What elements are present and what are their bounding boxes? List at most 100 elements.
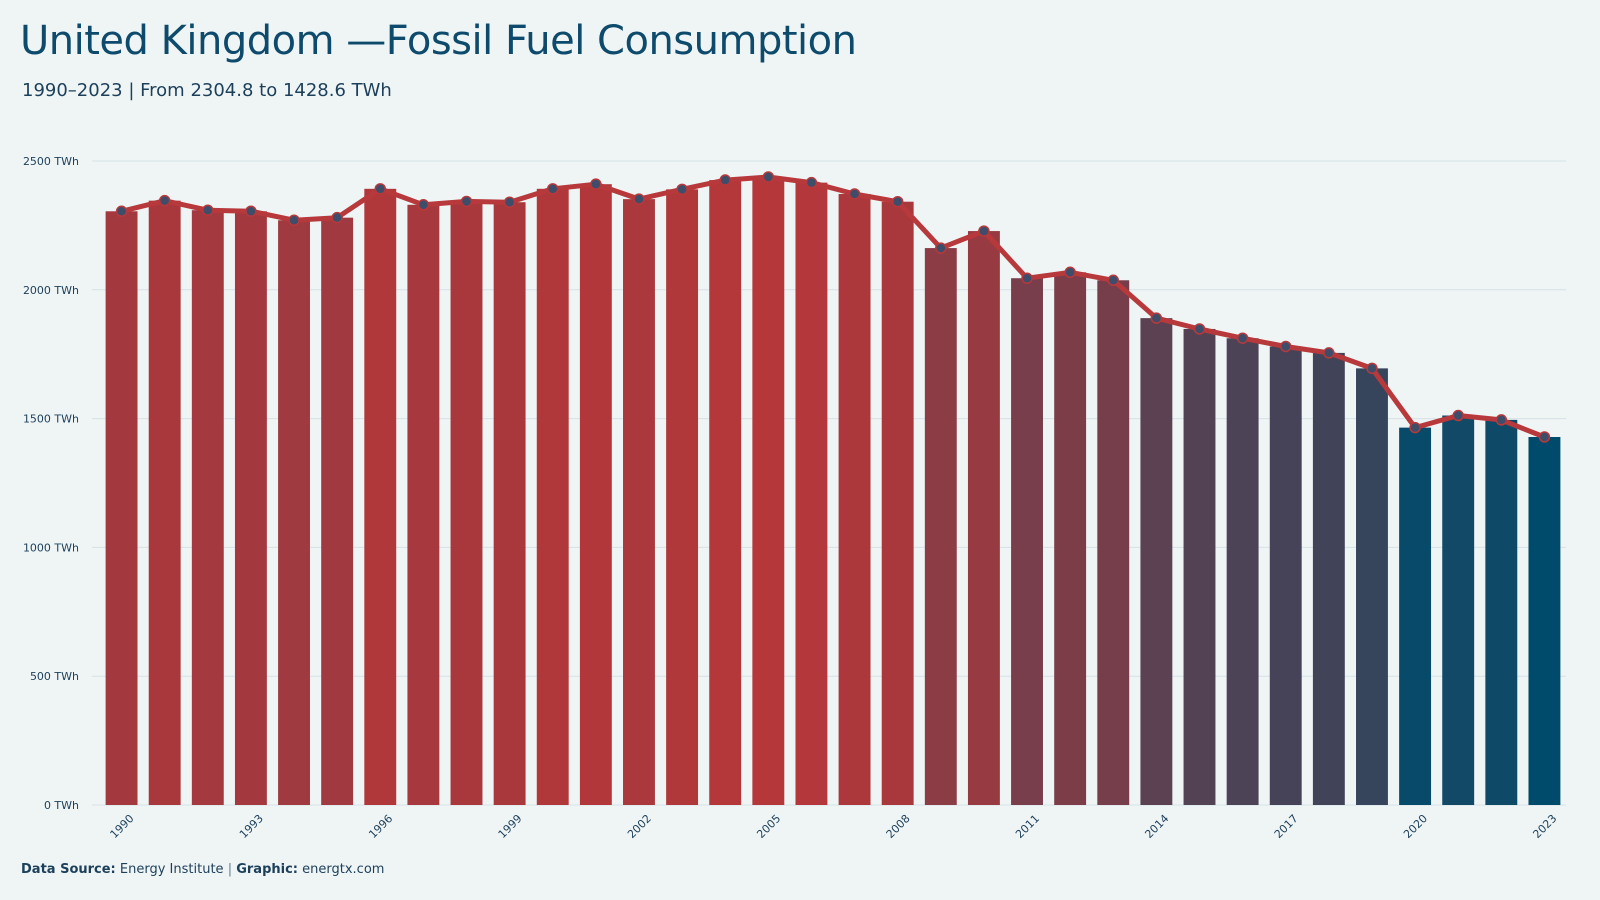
chart-title: United Kingdom —Fossil Fuel Consumption [20, 18, 857, 64]
source-value: Energy Institute [119, 862, 224, 877]
bar-2020 [1399, 427, 1432, 805]
footer: Data Source: Energy Institute | Graphic:… [21, 862, 384, 877]
point-1994 [288, 214, 300, 226]
point-1996 [374, 183, 387, 195]
x-tick-label: 2002 [625, 812, 654, 841]
bar-2018 [1312, 352, 1345, 805]
bar-1998 [450, 201, 483, 805]
x-tick-label: 1993 [237, 812, 266, 841]
bar-2005 [752, 176, 785, 806]
bar-2007 [838, 193, 871, 806]
point-2022 [1495, 414, 1508, 426]
point-2017 [1279, 340, 1292, 353]
x-tick-label: 1996 [366, 812, 395, 841]
point-2010 [978, 225, 990, 237]
point-2021 [1452, 409, 1464, 422]
point-2019 [1366, 362, 1378, 375]
bar-2009 [924, 248, 957, 806]
point-2001 [590, 178, 602, 190]
bar-2003 [666, 189, 699, 805]
bar-1993 [234, 211, 267, 805]
bar-layer [105, 176, 1561, 806]
point-1991 [158, 194, 171, 207]
point-1999 [503, 196, 516, 208]
bar-2000 [536, 188, 569, 805]
x-tick-label: 2014 [1142, 812, 1171, 841]
point-2018 [1323, 347, 1335, 359]
chart-subtitle: 1990–2023 | From 2304.8 to 1428.6 TWh [22, 80, 392, 101]
point-layer [115, 171, 1551, 443]
bar-2012 [1054, 272, 1087, 805]
bar-1997 [407, 204, 440, 806]
point-2003 [676, 183, 688, 196]
point-2004 [719, 174, 731, 186]
point-2005 [762, 171, 775, 183]
bar-2022 [1485, 419, 1518, 805]
bar-1999 [493, 202, 526, 805]
bar-2023 [1528, 436, 1561, 805]
point-2011 [1021, 272, 1033, 284]
point-1998 [460, 195, 473, 208]
x-axis-labels: 1990 1993 1996 1999 2002 2005 2008 2011 2014 2017… [108, 812, 1560, 841]
point-2013 [1107, 274, 1120, 287]
y-tick-label: 2000 TWh [23, 284, 79, 297]
point-1997 [417, 199, 430, 211]
bar-1995 [321, 217, 354, 805]
point-2014 [1150, 312, 1163, 324]
y-tick-label: 1000 TWh [23, 541, 79, 554]
x-tick-label: 2023 [1530, 812, 1559, 841]
bar-2008 [881, 201, 914, 805]
grid-layer [92, 160, 1566, 806]
point-2015 [1193, 323, 1206, 335]
bar-2013 [1097, 280, 1130, 805]
bar-2001 [579, 184, 612, 805]
bar-1992 [191, 210, 224, 805]
series-line [119, 174, 1547, 440]
graphic-value: energtx.com [302, 862, 385, 877]
x-tick-label: 2008 [884, 812, 913, 841]
bar-2002 [623, 199, 655, 805]
point-2006 [805, 176, 818, 189]
point-2008 [891, 195, 904, 208]
bar-2010 [967, 231, 1000, 805]
point-2002 [633, 193, 645, 205]
point-1992 [202, 204, 214, 216]
bar-1991 [148, 200, 181, 805]
bar-1994 [278, 220, 310, 806]
bar-2017 [1269, 346, 1302, 805]
y-tick-label: 500 TWh [30, 670, 79, 683]
bar-2004 [709, 180, 742, 806]
x-tick-label: 2011 [1013, 812, 1042, 841]
point-2000 [546, 183, 559, 195]
y-tick-label: 2500 TWh [23, 155, 79, 168]
bar-2015 [1183, 328, 1216, 805]
x-tick-label: 2020 [1401, 812, 1430, 841]
x-tick-label: 1990 [108, 812, 137, 841]
point-2012 [1064, 266, 1076, 279]
bar-2006 [795, 182, 828, 805]
graphic-label: Graphic: [236, 862, 298, 877]
point-1995 [331, 211, 343, 224]
bar-2019 [1356, 368, 1388, 805]
bar-1996 [364, 188, 397, 805]
bar-2016 [1226, 338, 1259, 805]
point-2016 [1236, 332, 1249, 344]
point-1993 [245, 205, 257, 217]
bar-2014 [1140, 318, 1173, 805]
point-2020 [1409, 421, 1421, 434]
line-layer [119, 174, 1547, 440]
bar-2021 [1442, 415, 1475, 805]
bar-2011 [1011, 278, 1043, 805]
point-2009 [935, 242, 947, 254]
y-tick-label: 0 TWh [44, 799, 79, 812]
source-label: Data Source: [21, 862, 116, 877]
y-tick-label: 1500 TWh [23, 413, 79, 426]
x-tick-label: 2017 [1272, 812, 1301, 841]
bar-1990 [105, 211, 138, 806]
point-1990 [115, 205, 128, 218]
footer-separator: | [227, 862, 233, 877]
point-2007 [848, 188, 861, 200]
x-tick-label: 2005 [754, 812, 783, 841]
